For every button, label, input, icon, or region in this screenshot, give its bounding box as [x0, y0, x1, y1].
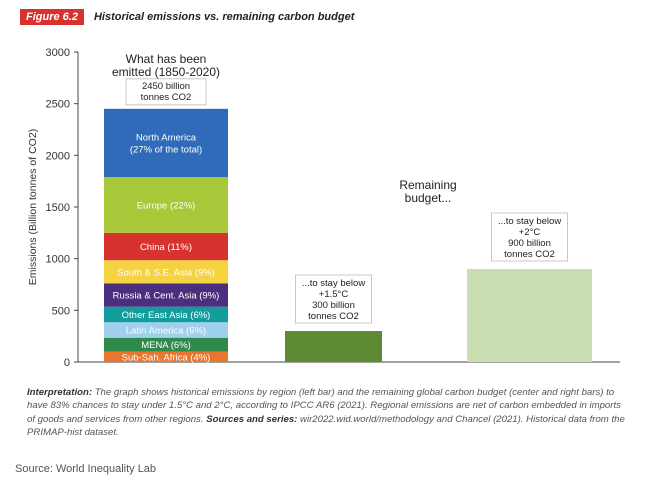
y-tick-label: 500 — [52, 305, 70, 317]
y-tick-label: 0 — [64, 357, 70, 369]
interpretation-title: Interpretation: — [27, 387, 93, 398]
interpretation-note: Interpretation: The graph shows historic… — [27, 386, 627, 440]
stacked-segment — [104, 351, 228, 362]
remaining-label: ...to stay below — [498, 216, 562, 227]
segment-label: MENA (6%) — [141, 340, 191, 351]
segment-label: North America — [136, 132, 197, 143]
remaining-heading: Remaining — [399, 178, 456, 192]
segment-label: Sub-Sah. Africa (4%) — [122, 352, 211, 363]
remaining-label: tonnes CO2 — [504, 249, 555, 260]
emissions-chart: 0 500 1000 1500 2000 2500 3000 Emissions (Billi… — [27, 47, 620, 369]
segment-label: Latin America (6%) — [126, 325, 206, 336]
remaining-label-box — [491, 212, 568, 262]
stacked-segment — [104, 232, 228, 261]
stacked-segment — [104, 283, 228, 307]
total-label-box — [125, 78, 207, 106]
remaining-heading: budget... — [405, 191, 452, 205]
sources-title: Sources and series: — [206, 413, 298, 425]
y-tick-label: 2000 — [46, 150, 70, 162]
figure-header: Figure 6.2 Historical emissions vs. rema… — [20, 9, 354, 25]
remaining-label: +2°C — [519, 227, 541, 238]
remaining-bar — [467, 269, 592, 362]
segment-label: Europe (22%) — [137, 200, 196, 211]
interpretation-text: The graph shows historical emissions by … — [27, 387, 621, 425]
stacked-segment — [104, 177, 228, 233]
segment-label: China (11%) — [140, 242, 192, 253]
stacked-bar-heading: What has been — [126, 52, 207, 66]
stacked-segment — [104, 337, 228, 352]
total-label: tonnes CO2 — [141, 92, 192, 103]
figure-label: Figure 6.2 — [20, 9, 84, 25]
y-tick-label: 3000 — [46, 47, 70, 59]
remaining-label-box — [295, 274, 372, 324]
stacked-segment — [104, 108, 228, 178]
remaining-label: tonnes CO2 — [308, 311, 359, 322]
y-tick-label: 1500 — [46, 202, 70, 214]
remaining-label: ...to stay below — [302, 278, 366, 289]
remaining-label: 300 billion — [312, 300, 355, 311]
remaining-label: +1.5°C — [319, 289, 349, 300]
figure-title: Historical emissions vs. remaining carbo… — [93, 11, 355, 23]
segment-label: (27% of the total) — [130, 144, 202, 155]
stacked-segment — [104, 322, 228, 338]
total-label: 2450 billion — [142, 81, 190, 92]
segment-label: South & S.E. Asia (9%) — [117, 267, 215, 278]
y-tick-label: 2500 — [46, 99, 70, 111]
segment-label: Other East Asia (6%) — [122, 310, 211, 321]
stacked-bar-heading: emitted (1850-2020) — [112, 65, 220, 79]
y-tick-label: 1000 — [46, 254, 70, 266]
segment-label: Russia & Cent. Asia (9%) — [113, 291, 220, 302]
y-axis-title: Emissions (Billion tonnes of CO2) — [27, 129, 39, 285]
stacked-segment — [104, 306, 228, 323]
sources-text: wir2022.wid.world/methodology and Chance… — [27, 413, 625, 439]
source-line: Source: World Inequality Lab — [15, 463, 157, 475]
remaining-bar — [285, 331, 382, 362]
remaining-label: 900 billion — [508, 238, 551, 249]
stacked-segment — [104, 260, 228, 284]
